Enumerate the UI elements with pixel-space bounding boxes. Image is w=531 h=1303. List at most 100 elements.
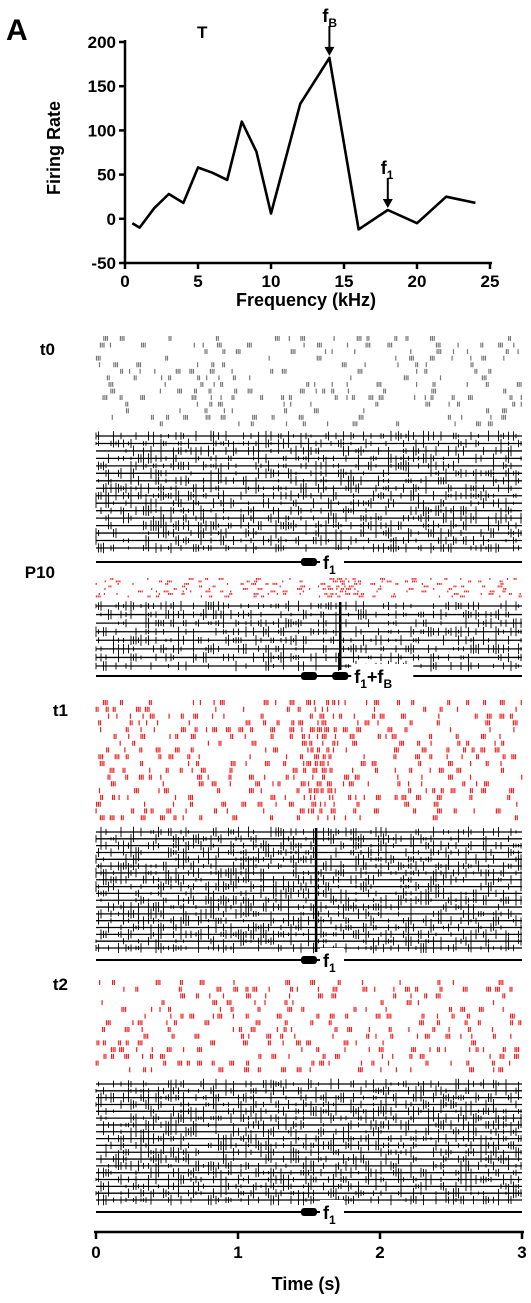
- trace-spikes: [95, 430, 517, 442]
- trace-spikes: [118, 617, 522, 629]
- stimulus-bar: [301, 1208, 317, 1216]
- stimulus-label: f1+fB: [354, 667, 392, 691]
- stimulus-label-bg: [320, 1200, 344, 1226]
- panel-label: A: [6, 14, 28, 47]
- tuning-x-ticks: 0 5 10 15 20 25: [120, 263, 499, 291]
- raster-panels: t0 f1 P10 f1+fB t1 f1 t2 f1: [25, 336, 523, 1227]
- time-axis: 0 1 2 3: [91, 1230, 527, 1262]
- spike-raster: [95, 980, 522, 1073]
- time-axis-label: Time (s): [272, 1274, 341, 1294]
- annotation-arrowhead-f1: [382, 198, 393, 208]
- trace-spikes: [95, 833, 509, 845]
- stimulus-label-bg: [351, 664, 414, 690]
- raster-panel-t0: t0 f1: [40, 336, 522, 577]
- raster-spikes: [95, 980, 522, 1073]
- time-axis-tick-label: 1: [233, 1243, 242, 1262]
- trace-spikes: [95, 600, 519, 612]
- trace-spikes: [105, 512, 522, 524]
- stimulus-bar: [301, 558, 317, 566]
- trace-spikes: [98, 1092, 519, 1104]
- spike-raster: [95, 578, 522, 598]
- tuning-ylabel: Firing Rate: [44, 101, 64, 195]
- trace-spikes: [108, 453, 522, 464]
- raster-panel-label: t1: [53, 701, 68, 720]
- trace-spikes: [98, 1167, 517, 1179]
- trace-spikes: [95, 1187, 522, 1199]
- tuning-y-tick-label: 150: [88, 77, 116, 96]
- tuning-title: T: [197, 23, 208, 42]
- tuning-y-tick-label: 200: [88, 33, 116, 52]
- voltage-traces: [95, 826, 522, 954]
- trace-spikes: [95, 535, 517, 546]
- tuning-x-tick-label: 10: [262, 272, 281, 291]
- trace-spikes: [95, 935, 522, 947]
- stimulus-label: f1: [323, 1203, 336, 1227]
- stimulus-label: f1: [323, 951, 336, 975]
- tuning-y-tick-label: -50: [91, 254, 116, 273]
- trace-spikes: [98, 887, 517, 899]
- tuning-series-line: [131, 56, 476, 231]
- raster-spikes: [95, 700, 523, 821]
- raster-panel-label: P10: [25, 563, 55, 582]
- trace-spikes: [98, 475, 519, 487]
- tuning-y-tick-label: 50: [97, 166, 116, 185]
- stimulus-bar: [332, 672, 349, 680]
- stimulus-bar: [301, 672, 317, 680]
- raster-panel-t2: t2 f1: [53, 975, 522, 1227]
- stimulus-label-bg: [320, 948, 344, 974]
- trace-spikes: [98, 847, 519, 858]
- raster-panel-label: t0: [40, 340, 55, 359]
- tuning-y-ticks: -50 0 50 100 150 200: [88, 33, 125, 273]
- trace-spikes: [95, 1085, 519, 1097]
- stimulus-marker: f1: [96, 1200, 522, 1227]
- annotation-label-fB: fB: [322, 6, 337, 30]
- trace-spikes: [108, 520, 517, 532]
- tuning-x-tick-label: 5: [193, 272, 202, 291]
- tuning-annotations: fB f1: [322, 6, 394, 208]
- trace-spikes: [100, 609, 509, 620]
- stimulus-label-bg: [320, 550, 344, 576]
- time-axis-tick-label: 0: [91, 1243, 100, 1262]
- annotation-label-f1: f1: [381, 158, 394, 182]
- voltage-traces: [95, 600, 522, 672]
- stimulus-label: f1: [323, 553, 336, 577]
- trace-spikes: [95, 643, 522, 655]
- raster-spikes: [95, 578, 522, 598]
- trace-spikes: [95, 490, 517, 502]
- trace-spikes: [108, 1160, 522, 1172]
- trace-spikes: [103, 874, 522, 886]
- trace-spikes: [105, 1139, 514, 1151]
- trace-spikes: [98, 634, 522, 646]
- tuning-x-tick-label: 15: [335, 272, 354, 291]
- trace-spikes: [98, 542, 519, 554]
- raster-panel-t1: t1 f1: [53, 700, 523, 975]
- trace-spikes: [108, 901, 499, 913]
- trace-spikes: [105, 1146, 522, 1158]
- stimulus-marker: f1: [96, 550, 522, 577]
- trace-spikes: [100, 826, 517, 838]
- trace-spikes: [95, 438, 522, 449]
- trace-spikes: [95, 1174, 519, 1185]
- trace-spikes: [95, 881, 522, 892]
- tuning-xlabel: Frequency (kHz): [236, 290, 376, 310]
- trace-spikes: [100, 1181, 519, 1192]
- spike-raster: [95, 336, 522, 427]
- trace-spikes: [98, 908, 512, 920]
- spike-raster: [95, 700, 523, 821]
- trace-spikes: [95, 1099, 517, 1110]
- trace-spikes: [100, 1153, 519, 1165]
- trace-spikes: [95, 867, 522, 879]
- trace-spikes: [98, 915, 522, 927]
- trace-spikes: [100, 1112, 522, 1124]
- time-axis-tick-label: 2: [375, 1243, 384, 1262]
- trace-spikes: [100, 505, 512, 517]
- trace-spikes: [95, 527, 522, 539]
- tuning-y-tick-label: 100: [88, 121, 116, 140]
- stimulus-marker: f1: [96, 948, 522, 975]
- tuning-x-tick-label: 25: [481, 272, 500, 291]
- trace-spikes: [103, 482, 512, 494]
- trace-spikes: [95, 652, 522, 663]
- trace-spikes: [100, 928, 522, 940]
- trace-spikes: [103, 1126, 517, 1138]
